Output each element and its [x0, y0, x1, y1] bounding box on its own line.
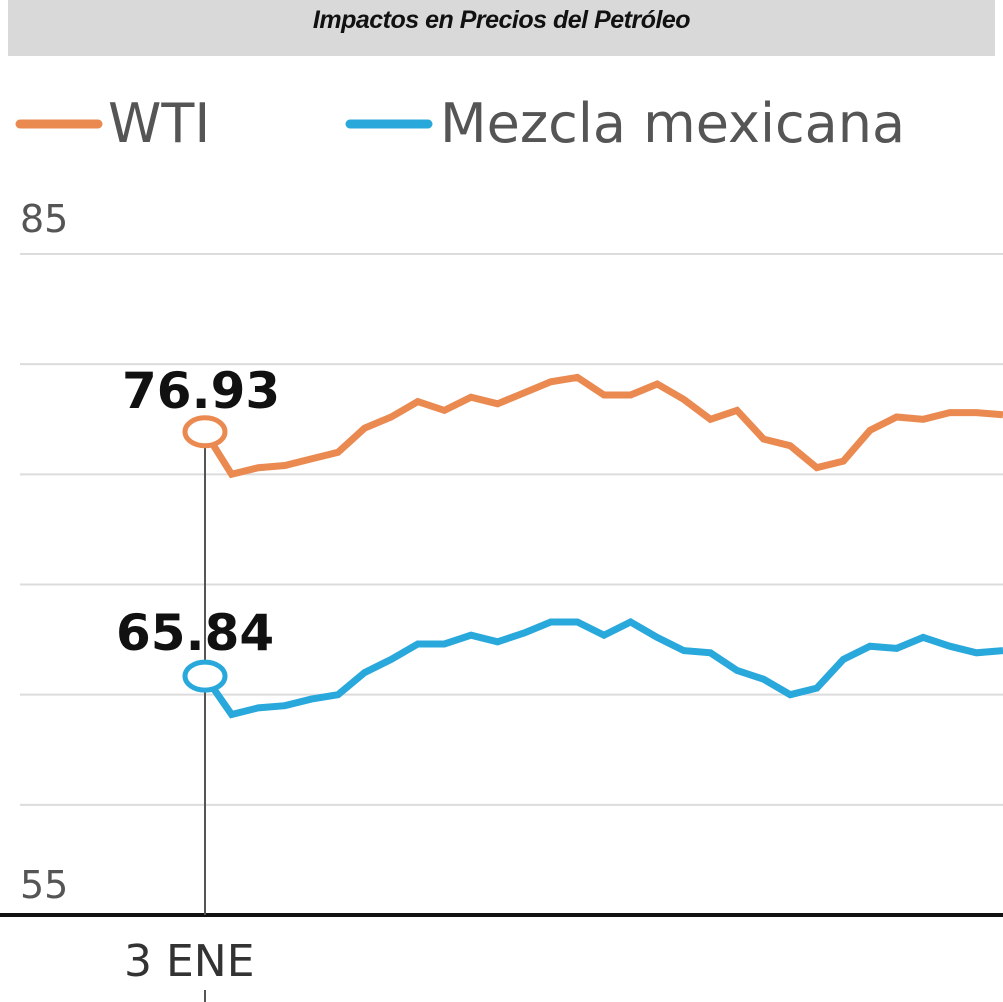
wti-series-line — [202, 373, 1003, 479]
y-tick-min: 55 — [20, 863, 68, 907]
y-tick-max: 85 — [20, 197, 68, 241]
wti-start-value-label: 76.93 — [122, 362, 280, 420]
legend-wti-label: WTI — [108, 92, 210, 155]
wti-start-marker — [182, 415, 228, 449]
legend-mezcla-label: Mezcla mexicana — [440, 92, 905, 155]
x-tick-label: 3 ENE — [124, 936, 255, 987]
gridlines — [20, 253, 1003, 806]
mezcla-start-value-label: 65.84 — [116, 604, 274, 662]
mezcla-start-marker — [182, 659, 228, 693]
chart-title: Impactos en Precios del Petróleo — [312, 6, 691, 34]
legend: WTI Mezcla mexicana — [15, 92, 905, 155]
mezcla-series-line — [202, 618, 1003, 719]
series-layer — [182, 373, 1003, 719]
title-bar: Impactos en Precios del Petróleo — [8, 0, 995, 56]
